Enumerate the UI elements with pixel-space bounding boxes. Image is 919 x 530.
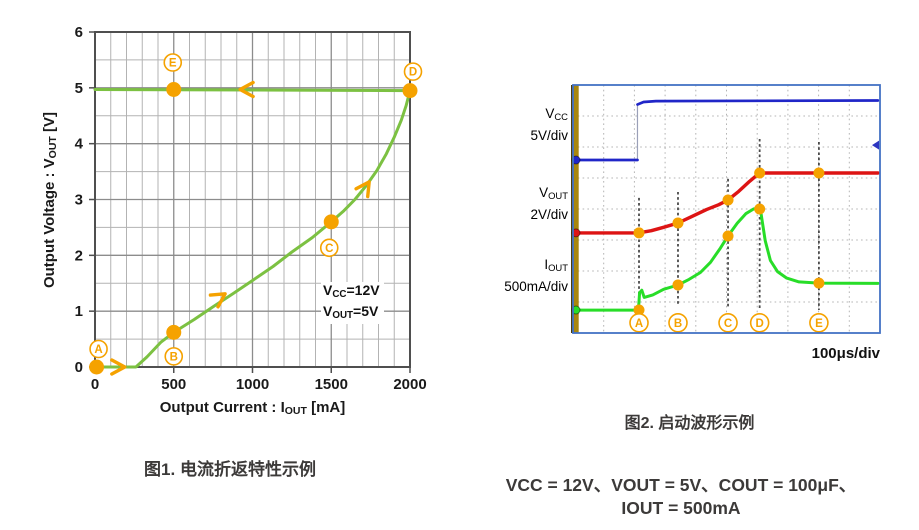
scope-border (572, 84, 881, 334)
vout-dot-B (672, 217, 684, 229)
point-badge-letter-A: A (94, 344, 102, 356)
y-tick-label: 6 (75, 24, 83, 41)
point-badge-D (403, 62, 423, 81)
channel-indicator-IOUT (571, 305, 581, 315)
event-badge-letter-D: D (755, 318, 763, 330)
y-axis-label: Output Voltage : VOUT [V] (41, 111, 59, 289)
channel-scale-vcc: 5V/div (530, 128, 568, 143)
point-badge-A (89, 339, 108, 359)
event-badge-D (749, 312, 770, 333)
series-foldback-curve (93, 89, 412, 369)
point-dot-C (323, 214, 339, 230)
point-badge-C (319, 238, 339, 258)
point-badge-B (164, 347, 184, 366)
left-bar-edge (571, 85, 574, 333)
event-badge-B (668, 312, 688, 333)
x-axis-label: Output Current : IOUT [mA] (159, 399, 346, 417)
vout-dot-C (722, 194, 734, 206)
trace-VCC (636, 99, 880, 106)
y-tick-label: 5 (75, 80, 83, 97)
y-tick-label: 1 (75, 303, 83, 320)
point-dot-D (402, 83, 418, 99)
iout-dot-B (672, 279, 684, 291)
oscilloscope-canvas: A B C D E (571, 84, 881, 334)
event-badge-letter-E: E (815, 318, 823, 330)
conditions-text-line2: IOUT = 500mA (621, 498, 741, 518)
direction-arrow (110, 358, 127, 376)
left-bar (573, 85, 579, 333)
figure2-plot: A B C D E (571, 84, 881, 334)
figure1-plot: 0 500 1000 1500 2000 0 1 2 3 4 5 6 A B C D E (75, 24, 427, 393)
x-tick-label: 500 (161, 376, 186, 393)
point-badge-letter-D: D (409, 67, 417, 79)
direction-arrow (238, 80, 255, 99)
point-dot-A (89, 359, 105, 375)
iout-dot-E (813, 277, 825, 289)
test-conditions-annotation: VCC=12V VOUT=5V (321, 282, 384, 324)
point-dot-B (166, 324, 182, 340)
channel-label-vcc: VCC 5V/div (530, 105, 568, 145)
annotation-line-vcc: VCC=12V (323, 282, 380, 300)
timebase-label: 100μs/div (811, 345, 880, 362)
figure2-caption: 图2. 启动波形示例 (624, 415, 755, 432)
vout-dot-D (754, 167, 766, 179)
conditions-text-line1: VCC = 12V、VOUT = 5V、COUT = 100μF、 (505, 475, 857, 495)
point-dot-E (166, 82, 182, 98)
figure1-foldback-chart: 0 500 1000 1500 2000 0 1 2 3 4 5 6 A B C D E Output Volt… (41, 24, 427, 479)
y-tick-label: 3 (75, 192, 83, 209)
event-badge-E (809, 312, 829, 333)
iout-dot-A (633, 304, 645, 316)
figure2-startup-waveform: A B C D E VCC 5V/div VOUT 2V/div IOUT 500mA/… (460, 0, 919, 530)
channel-label-vout: VOUT 2V/div (530, 184, 568, 224)
channel-name-iout: IOUT (544, 257, 568, 274)
annotation-line-vout: VOUT=5V (323, 303, 379, 321)
x-tick-label: 1000 (236, 376, 269, 393)
x-tick-label: 0 (91, 376, 99, 393)
channel-indicator-VOUT (571, 228, 581, 238)
event-badge-letter-C: C (724, 318, 732, 330)
series-regulated-line (93, 88, 412, 93)
channel-indicator-VCC (571, 155, 581, 165)
trigger-marker (872, 140, 879, 150)
y-tick-label: 0 (75, 359, 83, 376)
y-tick-label: 2 (75, 247, 83, 264)
iout-dot-D (754, 203, 766, 215)
y-tick-label: 4 (75, 136, 84, 153)
event-badge-C (718, 312, 738, 333)
vout-dot-A (633, 227, 645, 239)
iout-dot-C (722, 230, 734, 242)
direction-arrow (208, 292, 227, 309)
point-badge-letter-E: E (169, 58, 177, 70)
channel-label-iout: IOUT 500mA/div (504, 256, 568, 296)
x-tick-label: 1500 (315, 376, 348, 393)
channel-name-vcc: VCC (545, 106, 568, 123)
plot-border (94, 31, 411, 368)
channel-scale-iout: 500mA/div (504, 279, 568, 294)
point-badge-E (163, 53, 183, 72)
point-badge-letter-B: B (170, 351, 178, 363)
channel-scale-vout: 2V/div (530, 207, 568, 222)
figure1-caption: 图1. 电流折返特性示例 (144, 460, 316, 479)
vout-dot-E (813, 167, 825, 179)
channel-name-vout: VOUT (539, 185, 568, 202)
x-tick-label: 2000 (393, 376, 426, 393)
event-badge-letter-B: B (674, 318, 682, 330)
direction-arrow (354, 180, 371, 199)
point-badge-letter-C: C (325, 243, 333, 255)
foldback-chart-canvas: 0 500 1000 1500 2000 0 1 2 3 4 5 6 A B C D E (75, 24, 427, 393)
event-badge-A (629, 312, 649, 333)
scope-screen (573, 85, 880, 333)
event-badge-letter-A: A (635, 318, 643, 330)
